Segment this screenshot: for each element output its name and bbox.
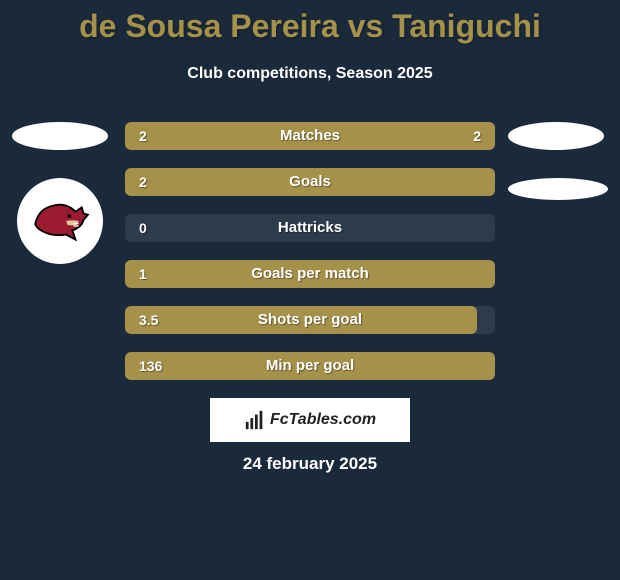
bar-matches: 2 Matches 2 [125, 122, 495, 150]
bar-goals-per-match: 1 Goals per match [125, 260, 495, 288]
bar-label: Goals [125, 168, 495, 196]
bar-label: Min per goal [125, 352, 495, 380]
bar-label: Hattricks [125, 214, 495, 242]
right-badges-column [508, 122, 608, 200]
watermark-text: FcTables.com [270, 411, 376, 429]
bar-hattricks: 0 Hattricks [125, 214, 495, 242]
bar-shots-per-goal: 3.5 Shots per goal [125, 306, 495, 334]
bar-min-per-goal: 136 Min per goal [125, 352, 495, 380]
bar-left-value: 0 [139, 214, 147, 242]
bar-label: Goals per match [125, 260, 495, 288]
bar-left-value: 1 [139, 260, 147, 288]
bar-goals: 2 Goals [125, 168, 495, 196]
right-player-oval-1 [508, 122, 604, 150]
right-player-oval-2 [508, 178, 608, 200]
coyote-logo-icon [29, 190, 91, 252]
bar-right-value: 2 [473, 122, 481, 150]
left-player-oval [12, 122, 108, 150]
page-title: de Sousa Pereira vs Taniguchi [0, 0, 620, 45]
bar-left-value: 2 [139, 122, 147, 150]
bar-label: Matches [125, 122, 495, 150]
left-badges-column [12, 122, 108, 264]
date-text: 24 february 2025 [0, 454, 620, 474]
bar-left-value: 136 [139, 352, 162, 380]
stat-bars: 2 Matches 2 2 Goals 0 Hattricks 1 Goals … [125, 122, 495, 380]
bar-left-value: 3.5 [139, 306, 158, 334]
bar-label: Shots per goal [125, 306, 495, 334]
bar-chart-icon [244, 409, 266, 431]
bar-left-value: 2 [139, 168, 147, 196]
page-subtitle: Club competitions, Season 2025 [0, 65, 620, 83]
watermark: FcTables.com [210, 398, 410, 442]
left-team-logo [17, 178, 103, 264]
